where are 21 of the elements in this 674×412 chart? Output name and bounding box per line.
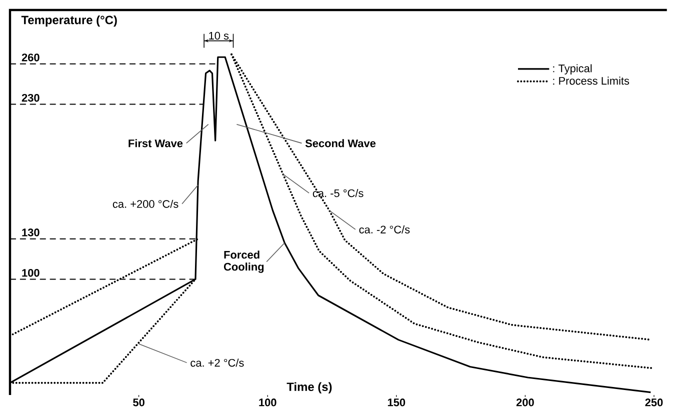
y-tick-label: 260 bbox=[22, 54, 40, 62]
y-axis-title: Temperature (°C) bbox=[21, 15, 117, 27]
x-tick-label: 50 bbox=[133, 398, 144, 406]
y-tick-label: 100 bbox=[22, 268, 40, 277]
annotation: First Wave bbox=[128, 139, 183, 148]
legend-label: : Process Limits bbox=[553, 76, 630, 85]
annotation: ca. -2 °C/s bbox=[359, 225, 410, 234]
x-tick-label: 150 bbox=[388, 398, 406, 406]
annotation: ca. -5 °C/s bbox=[312, 189, 364, 198]
annotation: Forced Cooling bbox=[224, 250, 264, 273]
annotation: ca. +2 °C/s bbox=[190, 358, 244, 367]
x-axis-title: Time (s) bbox=[286, 382, 332, 394]
legend-label: : Typical bbox=[553, 64, 592, 74]
annotation: ca. +200 °C/s bbox=[112, 200, 178, 208]
y-tick-label: 230 bbox=[22, 94, 40, 102]
y-tick-label: 130 bbox=[22, 228, 40, 236]
annotation: 10 s bbox=[209, 32, 229, 40]
annotation: Second Wave bbox=[305, 139, 376, 148]
x-tick-label: 250 bbox=[645, 398, 663, 406]
x-tick-label: 100 bbox=[259, 398, 276, 406]
x-tick-label: 200 bbox=[516, 398, 534, 406]
